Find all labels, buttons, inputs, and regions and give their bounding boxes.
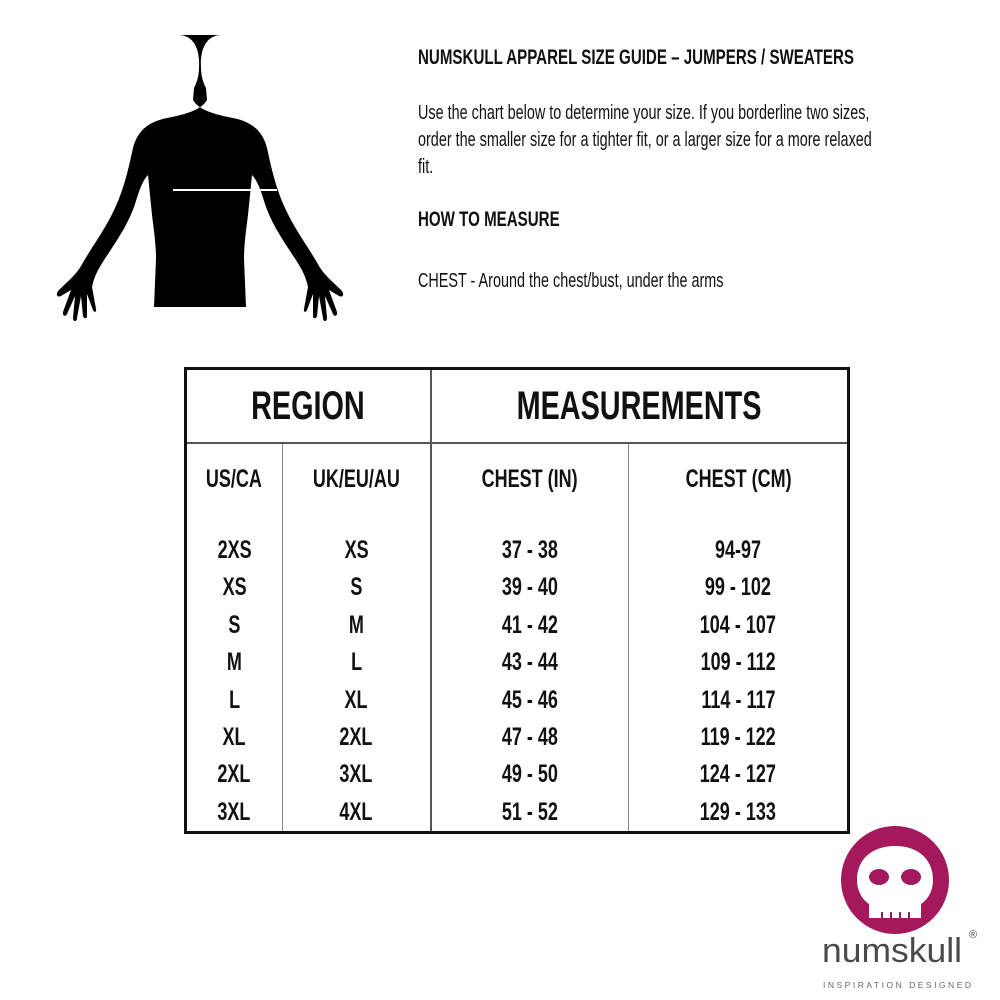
table-cell: 3XL [339,760,373,789]
table-cell: 49 - 50 [502,760,559,789]
table-cell: 45 - 46 [502,685,559,714]
table-cell: 2XL [339,722,373,751]
page-title: NUMSKULL APPAREL SIZE GUIDE – JUMPERS / … [418,46,855,69]
table-cell: S [228,610,241,639]
column-chest-cm: CHEST (CM) 94-97 99 - 102 104 - 107 109 - 11… [628,443,849,833]
table-cell: L [350,648,362,677]
table-cell: 124 - 127 [700,760,777,789]
table-cell: 51 - 52 [502,797,559,826]
logo-tagline: INSPIRATION DESIGNED [823,980,971,990]
table-cell: 47 - 48 [502,722,559,751]
table-cell: 114 - 117 [701,685,776,714]
table-cell: 39 - 40 [502,573,559,602]
region-header: REGION [185,368,431,444]
column-header: CHEST (IN) [482,465,579,493]
table-cell: 99 - 102 [705,573,772,602]
table-cell: XS [222,573,247,602]
table-cell: XL [222,722,246,751]
intro-text: Use the chart below to determine your si… [418,102,872,178]
table-cell: 119 - 122 [700,722,776,751]
table-cell: 3XL [217,797,251,826]
body-silhouette-icon [56,35,344,321]
table-cell: 104 - 107 [700,610,777,639]
column-header: UK/EU/AU [312,465,400,493]
column-uk-eu-au: UK/EU/AU XS S M L XL 2XL 3XL 4XL [281,443,431,833]
measurements-header: MEASUREMENTS [429,368,849,444]
logo-wordmark: numskull [822,932,962,970]
chest-instruction: CHEST - Around the chest/bust, under the… [418,270,724,292]
table-cell: M [226,648,242,677]
column-chest-in: CHEST (IN) 37 - 38 39 - 40 41 - 42 43 - 44 45… [429,443,629,833]
registered-mark: ® [969,929,977,941]
table-cell: M [348,610,364,639]
table-cell: 41 - 42 [502,610,559,639]
numskull-logo: numskull ® INSPIRATION DESIGNED [822,826,977,990]
size-table: REGION MEASUREMENTS US/CA 2XS XS S M L XL 2XL 3X… [184,367,850,835]
table-cell: 2XL [217,760,251,789]
table-cell: 4XL [339,797,373,826]
column-us-ca: US/CA 2XS XS S M L XL 2XL 3XL [186,443,283,833]
table-cell: 94-97 [715,536,762,564]
table-cell: XL [344,685,368,714]
how-to-measure-heading: HOW TO MEASURE [418,208,560,231]
table-cell: XS [344,536,369,564]
table-cell: 43 - 44 [502,648,559,677]
table-cell: 37 - 38 [502,536,559,564]
table-cell: L [228,685,240,714]
table-cell: 129 - 133 [700,797,777,826]
table-cell: S [350,573,363,602]
column-header: US/CA [206,465,263,493]
table-cell: 2XS [217,536,252,564]
table-cell: 109 - 112 [700,648,776,677]
column-header: CHEST (CM) [685,465,792,493]
